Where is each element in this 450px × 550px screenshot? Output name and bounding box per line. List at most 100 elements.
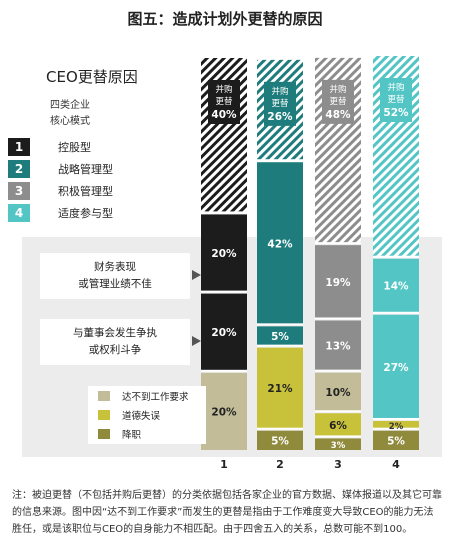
x-tick-label-4: 4 bbox=[392, 458, 400, 471]
x-tick-label-1: 1 bbox=[220, 458, 228, 471]
legend-label-3: 积极管理型 bbox=[58, 185, 113, 198]
legend-label-1: 控股型 bbox=[58, 141, 91, 154]
sub-legend-swatch-ethics bbox=[98, 409, 110, 420]
bar-finance-1 bbox=[201, 214, 247, 292]
bar-label-merger-3: 48% bbox=[325, 109, 351, 121]
legend-number-2: 2 bbox=[8, 160, 30, 178]
bar-separator-conflict-4 bbox=[373, 417, 419, 420]
bar-separator-conflict-2 bbox=[257, 344, 303, 347]
bar-conflict-2 bbox=[257, 326, 303, 346]
bar-finance-3 bbox=[315, 245, 361, 319]
sub-legend-label-underperformance: 达不到工作要求 bbox=[122, 391, 189, 403]
bar-separator-conflict-1 bbox=[201, 369, 247, 372]
sub-legend-label-ethics: 道德失误 bbox=[122, 410, 161, 422]
bar-label-finance-3: 19% bbox=[325, 277, 351, 289]
bar-label-conflict-4: 27% bbox=[383, 362, 409, 374]
bar-conflict-1 bbox=[201, 293, 247, 371]
sub-legend-swatch-demotion bbox=[98, 428, 110, 439]
legend-item-3: 3 积极管理型 bbox=[8, 181, 113, 201]
footnote: 注：被迫更替（不包括并购后更替）的分类依据包括各家企业的官方数据、媒体报道以及其… bbox=[12, 490, 442, 535]
legend-label-2: 战略管理型 bbox=[58, 163, 113, 176]
reason-finance-arrow-icon bbox=[192, 270, 201, 280]
bar-separator-underperf-3 bbox=[315, 410, 361, 413]
bar-separator-ethics-2 bbox=[257, 427, 303, 430]
bar-underperf-3 bbox=[315, 372, 361, 412]
bar-separator-merger-3 bbox=[315, 242, 361, 245]
x-tick-label-3: 3 bbox=[334, 458, 342, 471]
bar-separator-finance-4 bbox=[373, 311, 419, 314]
merger-tag-box-3 bbox=[322, 79, 354, 124]
legend-number-1: 1 bbox=[8, 138, 30, 156]
bar-separator-merger-2 bbox=[257, 159, 303, 162]
bar-label-demote-2: 5% bbox=[271, 435, 289, 447]
bar-ethics-3 bbox=[315, 413, 361, 437]
bar-finance-2 bbox=[257, 162, 303, 325]
sub-legend-item-ethics: 道德失误 bbox=[88, 405, 206, 424]
reason-finance-line2: 或管理业绩不佳 bbox=[78, 278, 152, 290]
legend-item-4: 4 适度参与型 bbox=[8, 203, 113, 223]
bar-separator-merger-4 bbox=[373, 255, 419, 258]
sub-legend-item-demotion: 降职 bbox=[88, 424, 206, 443]
reason-label-conflict: 与董事会发生争执 或权利斗争 bbox=[40, 319, 190, 365]
bar-label-finance-1: 20% bbox=[211, 248, 237, 260]
legend-subheading-line1: 四类企业 bbox=[50, 100, 90, 111]
bar-label-finance-4: 14% bbox=[383, 281, 409, 293]
bar-label-merger-4: 52% bbox=[383, 107, 409, 119]
reason-conflict-line1: 与董事会发生争执 bbox=[73, 327, 157, 339]
bar-separator-conflict-3 bbox=[315, 369, 361, 372]
bar-label-conflict-3: 13% bbox=[325, 341, 351, 353]
merger-tag-line2-1: 更替 bbox=[215, 96, 233, 107]
reason-conflict-line2: 或权利斗争 bbox=[88, 344, 142, 356]
merger-tag-box-1 bbox=[208, 80, 240, 124]
bar-label-ethics-3: 6% bbox=[329, 420, 347, 432]
sub-legend-item-underperformance: 达不到工作要求 bbox=[88, 386, 206, 405]
bar-separator-finance-1 bbox=[201, 290, 247, 293]
bar-separator-finance-2 bbox=[257, 323, 303, 326]
bar-label-underperf-3: 10% bbox=[325, 387, 351, 399]
bar-conflict-4 bbox=[373, 314, 419, 419]
legend-item-1: 1 控股型 bbox=[8, 137, 91, 157]
bar-ethics-2 bbox=[257, 347, 303, 429]
merger-tag-box-4 bbox=[380, 78, 412, 122]
bar-demote-4 bbox=[373, 430, 419, 450]
bar-label-finance-2: 42% bbox=[267, 238, 293, 250]
bar-label-ethics-4: 2% bbox=[389, 422, 404, 432]
x-tick-label-2: 2 bbox=[276, 458, 284, 471]
bar-separator-finance-3 bbox=[315, 317, 361, 320]
x-axis: 1 2 3 4 bbox=[220, 458, 400, 471]
sub-legend: 达不到工作要求 道德失误 降职 bbox=[88, 386, 206, 444]
legend-subheading-line2: 核心模式 bbox=[50, 116, 90, 127]
sub-legend-label-demotion: 降职 bbox=[122, 429, 142, 441]
legend-label-4: 适度参与型 bbox=[58, 207, 113, 220]
bar-underperf-1 bbox=[201, 372, 247, 450]
bar-demote-3 bbox=[315, 438, 361, 450]
merger-tag-line1-1: 并购 bbox=[215, 84, 232, 95]
reason-conflict-arrow-icon bbox=[192, 336, 201, 346]
reason-finance-line1: 财务表现 bbox=[94, 261, 136, 273]
bar-label-demote-4: 5% bbox=[387, 435, 405, 447]
bar-label-demote-3: 3% bbox=[331, 441, 346, 451]
merger-tag-line1-2: 并购 bbox=[271, 86, 288, 97]
legend-number-4: 4 bbox=[8, 204, 30, 222]
merger-tag-line2-3: 更替 bbox=[329, 96, 347, 107]
bar-demote-2 bbox=[257, 430, 303, 450]
bar-finance-4 bbox=[373, 258, 419, 313]
legend-item-2: 2 战略管理型 bbox=[8, 159, 113, 179]
merger-tag-line2-2: 更替 bbox=[271, 98, 289, 109]
bar-ethics-4 bbox=[373, 420, 419, 429]
sub-legend-swatch-underperformance bbox=[98, 390, 110, 401]
page-title: 图五：造成计划外更替的原因 bbox=[127, 10, 323, 28]
legend-number-3: 3 bbox=[8, 182, 30, 200]
bar-label-merger-1: 40% bbox=[211, 109, 237, 121]
bar-conflict-3 bbox=[315, 320, 361, 371]
legend-heading: CEO更替原因 bbox=[46, 68, 138, 86]
bar-label-merger-2: 26% bbox=[267, 111, 293, 123]
reason-label-finance: 财务表现 或管理业绩不佳 bbox=[40, 253, 190, 299]
bar-label-conflict-1: 20% bbox=[211, 327, 237, 339]
bar-label-conflict-2: 5% bbox=[271, 331, 289, 343]
bar-separator-merger-1 bbox=[201, 211, 247, 214]
merger-tag-line2-4: 更替 bbox=[387, 94, 405, 105]
bar-separator-ethics-4 bbox=[373, 427, 419, 430]
merger-tag-line1-3: 并购 bbox=[329, 84, 346, 95]
